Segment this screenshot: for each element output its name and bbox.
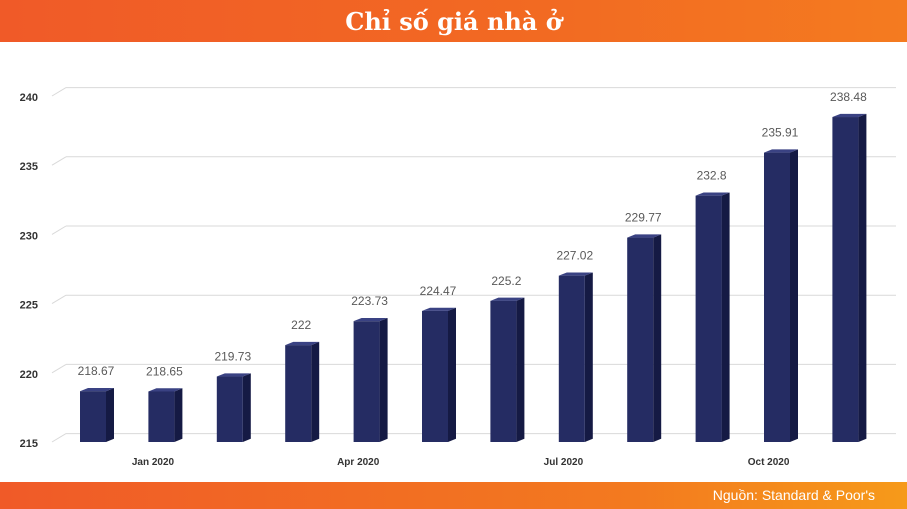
- data-label: 235.91: [762, 126, 799, 140]
- x-tick-label: Apr 2020: [337, 457, 380, 468]
- y-tick-label: 240: [20, 92, 38, 104]
- y-tick-label: 235: [20, 161, 38, 173]
- bar-top: [832, 113, 867, 118]
- bar-side: [448, 307, 456, 442]
- gridline-skew: [51, 87, 67, 97]
- chart-area: 215 220 225 230 235 240 218.67 Jan 2020 218.65 21…: [0, 42, 907, 482]
- title-banner: Chỉ số giá nhà ở: [0, 0, 907, 42]
- data-label: 224.47: [420, 284, 457, 298]
- data-label: 232.8: [697, 169, 727, 183]
- bar-chart: 215 220 225 230 235 240 218.67 Jan 2020 218.65 21…: [20, 87, 896, 468]
- bar-top: [80, 388, 114, 392]
- bar-top: [148, 388, 183, 392]
- bar-top: [353, 317, 388, 322]
- x-tick-label: Jan 2020: [132, 457, 175, 468]
- chart-title: Chỉ số giá nhà ở: [345, 6, 562, 36]
- gridline-skew: [51, 225, 67, 235]
- bar-side: [311, 341, 320, 442]
- x-tick-label: Jul 2020: [544, 457, 584, 468]
- bar-top: [764, 149, 798, 153]
- bar: [285, 345, 312, 442]
- footer-banner: Nguồn: Standard & Poor's: [0, 482, 907, 509]
- data-label: 225.2: [491, 274, 521, 288]
- bar-side: [516, 297, 525, 442]
- y-tick-label: 220: [20, 369, 38, 381]
- data-label: 227.02: [556, 249, 593, 263]
- gridline-skew: [51, 294, 67, 305]
- bar: [490, 300, 517, 442]
- bar: [558, 275, 585, 442]
- bar: [80, 391, 106, 442]
- bar-side: [106, 388, 114, 442]
- bar-top: [490, 297, 525, 301]
- data-label: 222: [291, 318, 311, 332]
- data-label: 229.77: [625, 211, 662, 225]
- data-label: 218.65: [146, 364, 183, 378]
- bar-top: [216, 373, 251, 377]
- bar-top: [285, 341, 320, 346]
- bar-side: [858, 113, 867, 443]
- bar: [422, 310, 448, 442]
- bar: [627, 237, 654, 442]
- source-label: Nguồn: Standard & Poor's: [712, 487, 875, 503]
- bar: [695, 195, 722, 442]
- bar: [832, 117, 859, 442]
- x-tick-label: Oct 2020: [748, 457, 790, 468]
- y-tick-label: 215: [20, 438, 38, 450]
- bar: [148, 391, 175, 442]
- bar-side: [790, 149, 798, 442]
- bar-side: [584, 272, 593, 442]
- bar-top: [422, 307, 456, 311]
- bar-side: [653, 234, 662, 442]
- bar-side: [174, 388, 183, 442]
- bar: [353, 321, 380, 442]
- bar-side: [379, 317, 388, 442]
- bar-side: [242, 373, 251, 442]
- bar-top: [627, 234, 662, 238]
- bar-top: [695, 192, 730, 196]
- bar-top: [558, 272, 593, 276]
- data-label: 223.73: [351, 294, 388, 308]
- gridline-skew: [51, 363, 67, 374]
- data-label: 219.73: [214, 350, 251, 364]
- data-label: 218.67: [78, 364, 115, 378]
- y-tick-label: 225: [20, 300, 38, 312]
- y-tick-label: 230: [20, 230, 38, 242]
- gridline-skew: [51, 433, 67, 443]
- bar: [216, 376, 243, 442]
- gridline-skew: [51, 156, 67, 166]
- bar-side: [721, 192, 730, 442]
- data-label: 238.48: [830, 90, 867, 104]
- bar: [764, 152, 790, 442]
